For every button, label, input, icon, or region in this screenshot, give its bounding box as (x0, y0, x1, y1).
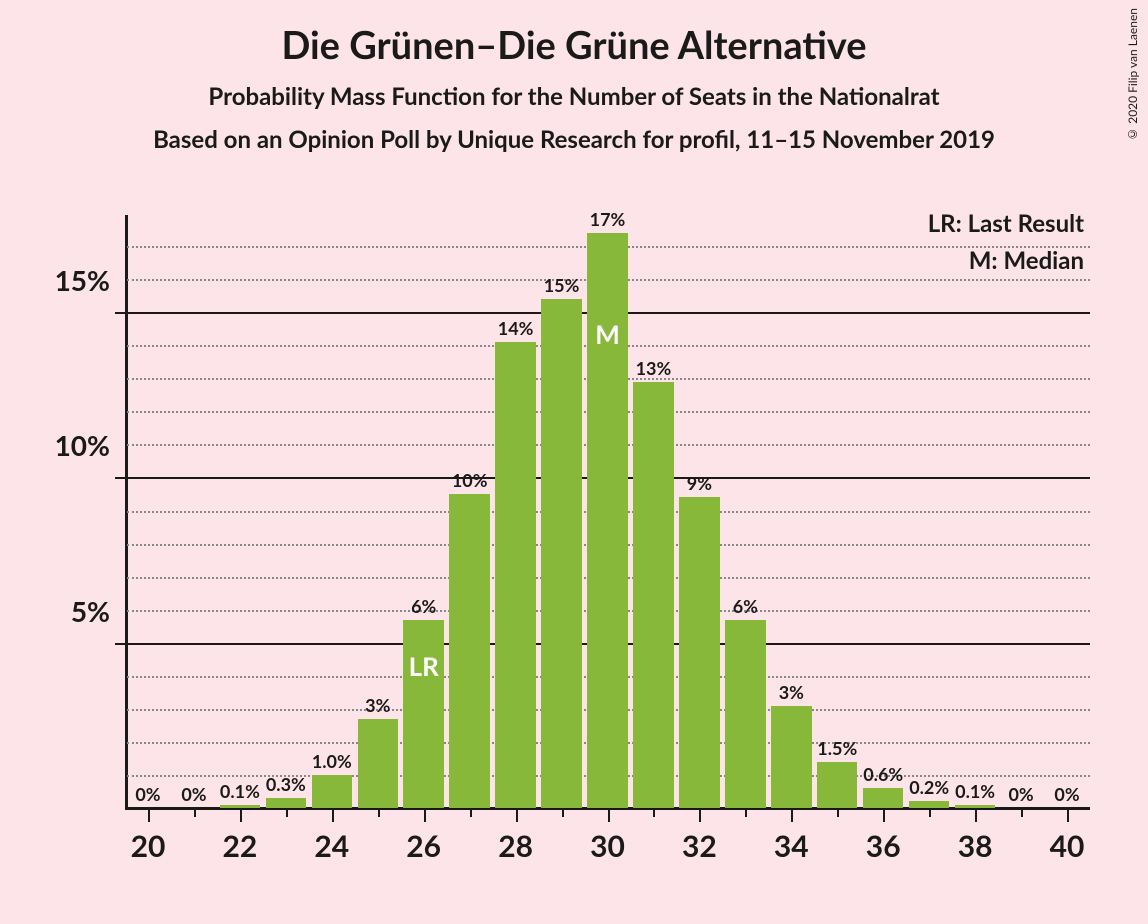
bar: 3% (358, 719, 398, 808)
x-tick (194, 810, 196, 817)
bar-value-label: 14% (498, 317, 534, 339)
x-axis-label: 32 (682, 828, 717, 864)
bar: 6% (725, 620, 765, 808)
bar-value-label: 13% (636, 357, 672, 379)
bar: 1.0% (312, 775, 352, 808)
bar: 1.5% (817, 762, 857, 808)
chart-subtitle-2: Based on an Opinion Poll by Unique Resea… (0, 125, 1148, 154)
bar: 6%LR (403, 620, 443, 808)
x-tick (378, 810, 380, 817)
x-tick (470, 810, 472, 817)
bar-value-label: 0.1% (955, 780, 995, 802)
bar-value-label: 3% (365, 694, 390, 716)
bar-value-label: 0.6% (863, 763, 903, 785)
copyright-text: © 2020 Filip van Laenen (1125, 8, 1140, 142)
x-tick (516, 810, 518, 822)
x-tick (332, 810, 334, 822)
chart-plot-area: LR: Last Result M: Median 5%10%15%202224… (125, 215, 1090, 810)
bar-value-label: 9% (687, 472, 712, 494)
x-axis-label: 24 (314, 828, 349, 864)
bar-value-label: 0% (181, 783, 206, 805)
bar-value-label: 17% (590, 208, 626, 230)
bar: 3% (771, 706, 811, 808)
bar-value-label: 0% (1008, 783, 1033, 805)
bar: 17%M (587, 233, 627, 808)
chart-subtitle-1: Probability Mass Function for the Number… (0, 82, 1148, 111)
bar-value-label: 1.0% (312, 750, 352, 772)
x-axis-label: 28 (498, 828, 533, 864)
x-axis-label: 34 (774, 828, 809, 864)
x-tick (1067, 810, 1069, 822)
chart-title: Die Grünen–Die Grüne Alternative (0, 22, 1148, 68)
x-axis-label: 38 (958, 828, 993, 864)
bar: 9% (679, 497, 719, 808)
x-tick (608, 810, 610, 822)
x-axis-label: 20 (131, 828, 166, 864)
x-tick (653, 810, 655, 817)
bar-value-label: 6% (411, 595, 436, 617)
x-tick (562, 810, 564, 817)
bar-value-label: 0.2% (909, 776, 949, 798)
bar: 0.2% (909, 801, 949, 808)
y-axis-label: 5% (71, 594, 110, 628)
x-axis-label: 26 (406, 828, 441, 864)
bar-value-label: 10% (452, 469, 488, 491)
bar: 0.3% (266, 798, 306, 808)
x-tick (883, 810, 885, 822)
x-tick (424, 810, 426, 822)
bar: 14% (495, 342, 535, 808)
x-axis-label: 22 (222, 828, 257, 864)
y-tick (115, 643, 125, 645)
x-tick (745, 810, 747, 817)
bar-value-label: 3% (779, 681, 804, 703)
x-tick (286, 810, 288, 817)
bar-inside-label: LR (409, 650, 439, 682)
x-tick (975, 810, 977, 822)
x-tick (148, 810, 150, 822)
x-axis-label: 40 (1050, 828, 1085, 864)
bar: 15% (541, 299, 581, 808)
bar: 0.1% (955, 805, 995, 808)
x-tick (1021, 810, 1023, 817)
bar-value-label: 15% (544, 274, 580, 296)
bar: 0.6% (863, 788, 903, 808)
bar: 0.1% (220, 805, 260, 808)
legend-m: M: Median (928, 246, 1084, 275)
x-tick (791, 810, 793, 822)
y-axis-label: 10% (55, 428, 110, 462)
x-tick (837, 810, 839, 817)
y-axis-label: 15% (55, 263, 110, 297)
bar-value-label: 1.5% (817, 737, 857, 759)
bar-value-label: 0.1% (220, 780, 260, 802)
y-axis (125, 215, 128, 810)
bar: 13% (633, 382, 673, 808)
bar-value-label: 0.3% (266, 773, 306, 795)
y-tick (115, 477, 125, 479)
x-axis-label: 30 (590, 828, 625, 864)
x-axis-label: 36 (866, 828, 901, 864)
bar-value-label: 0% (1054, 783, 1079, 805)
bar-inside-label: M (595, 318, 620, 350)
legend-lr: LR: Last Result (928, 209, 1084, 238)
x-tick (929, 810, 931, 817)
y-tick (115, 312, 125, 314)
bar-value-label: 6% (733, 595, 758, 617)
bar: 10% (449, 494, 489, 808)
chart-titles: Die Grünen–Die Grüne Alternative Probabi… (0, 0, 1148, 154)
bar-value-label: 0% (135, 783, 160, 805)
x-tick (240, 810, 242, 822)
x-tick (699, 810, 701, 822)
